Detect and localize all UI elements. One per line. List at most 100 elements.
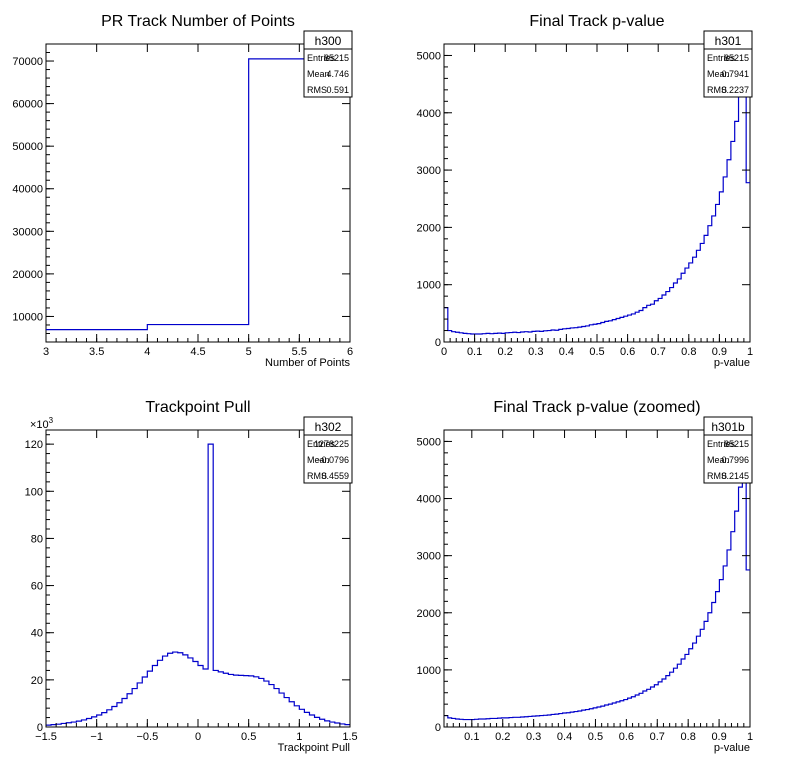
x-tick-label: 1 (747, 346, 753, 358)
stats-row-label: RMS (707, 85, 727, 95)
x-tick-label: 0.7 (650, 731, 665, 743)
y-tick-label: 20 (31, 675, 43, 687)
x-tick-label: 6 (347, 346, 353, 358)
y-tick-label: 0 (435, 337, 441, 349)
x-tick-label: 0.2 (495, 731, 510, 743)
x-axis-label: p-value (714, 742, 750, 754)
x-tick-label: 1.5 (342, 731, 357, 743)
x-tick-label: −1.5 (35, 731, 57, 743)
chart-title: Final Track p-value (zoomed) (493, 399, 700, 416)
y-tick-label: 50000 (12, 141, 43, 153)
y-tick-label: 70000 (12, 56, 43, 68)
y-tick-label: 60000 (12, 99, 43, 111)
y-tick-label: 2000 (417, 608, 441, 620)
stats-row-label: Mean (707, 455, 730, 465)
x-tick-label: 0.4 (559, 346, 574, 358)
y-multiplier: ×103 (30, 416, 54, 431)
x-tick-label: 0.3 (526, 731, 541, 743)
x-tick-label: 3 (43, 346, 49, 358)
stats-row-label: Mean (707, 69, 730, 79)
x-axis-label: p-value (714, 357, 750, 369)
y-tick-label: 80 (31, 533, 43, 545)
histogram-series (46, 443, 350, 726)
y-tick-label: 1000 (417, 665, 441, 677)
x-tick-label: 0 (441, 346, 447, 358)
stats-row-value: 85215 (724, 53, 749, 63)
x-tick-label: 0.4 (557, 731, 572, 743)
x-axis-label: Trackpoint Pull (278, 742, 350, 754)
stats-box-title: h302 (315, 420, 342, 434)
stats-box-title: h301b (711, 420, 745, 434)
panel-trackpoint-pull: Trackpoint Pull 0 20 40 60 80 100 120 −1.5 −1 −0.5… (25, 399, 358, 754)
y-tick-label: 60 (31, 581, 43, 593)
stats-row-value: −0.0796 (316, 455, 349, 465)
x-tick-label: 0.2 (498, 346, 513, 358)
x-tick-label: 0.9 (711, 731, 726, 743)
stats-row-label: Entries (307, 53, 336, 63)
histogram-series (444, 440, 750, 721)
stats-row-value: 0.4559 (321, 471, 349, 481)
histogram-series (46, 58, 350, 331)
x-tick-label: 0.9 (712, 346, 727, 358)
y-tick-label: 10000 (12, 311, 43, 323)
stats-row-label: Entries (307, 439, 336, 449)
y-tick-label: 30000 (12, 226, 43, 238)
x-tick-label: −0.5 (136, 731, 158, 743)
y-tick-label: 5000 (417, 50, 441, 62)
chart-title: PR Track Number of Points (101, 13, 295, 30)
stats-box-frame (303, 416, 353, 484)
panel-final-track-p-value: Final Track p-value 0 1000 2000 3000 4000 5000… (417, 13, 754, 369)
y-tick-label: 20000 (12, 269, 43, 281)
stats-row-value: 0.7996 (721, 455, 749, 465)
stats-row-value: 85215 (724, 439, 749, 449)
x-tick-label: 0.8 (681, 731, 696, 743)
x-tick-label: 4 (144, 346, 150, 358)
stats-row-value: 85215 (324, 53, 349, 63)
y-tick-label: 40000 (12, 184, 43, 196)
stats-row-value: 1278225 (314, 439, 349, 449)
x-tick-label: 0.8 (681, 346, 696, 358)
stats-box-frame (703, 30, 753, 98)
x-tick-label: 0.6 (620, 346, 635, 358)
chart-title: Trackpoint Pull (145, 399, 250, 416)
x-tick-label: 4.5 (190, 346, 205, 358)
panel-final-track-p-value-zoomed: Final Track p-value (zoomed) 0 1000 2000 300… (417, 399, 754, 754)
x-tick-label: 0.5 (241, 731, 256, 743)
x-tick-label: 0.5 (588, 731, 603, 743)
stats-row-label: Entries (707, 53, 736, 63)
histogram-series (444, 54, 750, 335)
y-tick-label: 4000 (417, 494, 441, 506)
stats-row-label: Mean (307, 455, 330, 465)
stats-row-value: 4.746 (326, 69, 349, 79)
x-tick-label: 0.3 (528, 346, 543, 358)
stats-box-frame (703, 416, 753, 484)
y-tick-label: 100 (25, 486, 43, 498)
y-tick-label: 2000 (417, 222, 441, 234)
x-tick-label: 5.5 (292, 346, 307, 358)
stats-row-value: 0.7941 (721, 69, 749, 79)
x-tick-label: 0.1 (464, 731, 479, 743)
x-tick-label: 1 (296, 731, 302, 743)
y-tick-label: 0 (435, 722, 441, 734)
stats-box-frame (303, 30, 353, 98)
x-tick-label: −1 (90, 731, 103, 743)
x-tick-label: 1 (747, 731, 753, 743)
stats-row-label: Mean (307, 69, 330, 79)
y-tick-label: 3000 (417, 551, 441, 563)
panel-pr-track-number-of-points: PR Track Number of Points 10000 20000 30000… (12, 13, 353, 369)
x-tick-label: 0 (195, 731, 201, 743)
x-tick-label: 0.5 (589, 346, 604, 358)
y-tick-label: 5000 (417, 436, 441, 448)
stats-row-value: 0.2145 (721, 471, 749, 481)
stats-row-label: RMS (707, 471, 727, 481)
y-tick-label: 0 (37, 722, 43, 734)
stats-row-label: RMS (307, 471, 327, 481)
stats-row-label: Entries (707, 439, 736, 449)
x-tick-label: 0.1 (467, 346, 482, 358)
stats-box-title: h301 (715, 34, 742, 48)
stats-row-value: 0.591 (326, 85, 349, 95)
